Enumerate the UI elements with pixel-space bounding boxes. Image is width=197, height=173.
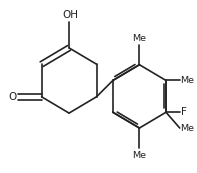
Text: Me: Me: [132, 34, 146, 43]
Text: F: F: [181, 107, 187, 117]
Text: O: O: [8, 92, 17, 102]
Text: Me: Me: [181, 76, 195, 85]
Text: OH: OH: [63, 10, 79, 20]
Text: Me: Me: [132, 151, 146, 160]
Text: Me: Me: [181, 124, 195, 133]
